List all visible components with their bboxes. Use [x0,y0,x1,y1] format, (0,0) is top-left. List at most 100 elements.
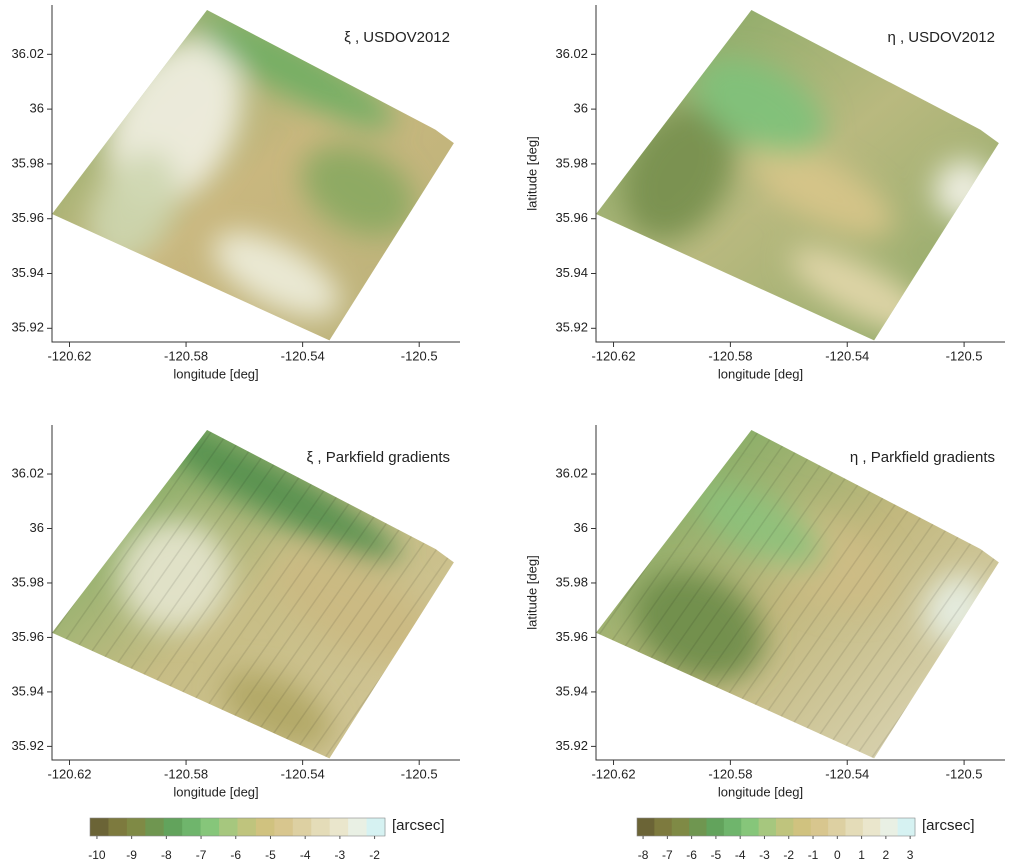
panel-title: η , Parkfield gradients [850,449,995,466]
y-tick-label: 35.96 [11,629,44,644]
colorbar-segment [256,818,275,836]
colorbar-tick-label: -4 [300,848,311,862]
x-tick-label: -120.5 [946,766,983,781]
y-tick-label: 35.92 [11,738,44,753]
map-texture [52,425,460,760]
y-tick-label: 35.92 [555,320,588,335]
colorbar-segment [348,818,367,836]
x-tick-label: -120.58 [708,766,752,781]
colorbar-tick-label: -3 [335,848,346,862]
colorbar-segment [293,818,312,836]
x-tick-label: -120.58 [164,348,208,363]
y-tick-label: 36 [574,520,588,535]
y-tick-label: 35.96 [555,210,588,225]
colorbar-segment [164,818,183,836]
colorbar-segment [793,818,811,836]
x-tick-label: -120.5 [401,766,438,781]
x-tick-label: -120.54 [281,348,325,363]
colorbar-tick-label: 0 [834,848,841,862]
colorbar-segment [637,818,655,836]
x-tick-label: -120.5 [401,348,438,363]
colorbar-tick-label: 2 [883,848,890,862]
x-tick-label: -120.5 [946,348,983,363]
colorbar-segment [689,818,707,836]
y-tick-label: 36.02 [555,465,588,480]
map [596,425,1005,760]
y-tick-label: 36 [574,101,588,116]
colorbar-tick-label: -6 [230,848,241,862]
colorbar-segment [759,818,777,836]
panel-title: ξ , USDOV2012 [344,29,450,46]
colorbar-segment [201,818,220,836]
colorbar-segment [219,818,238,836]
y-tick-label: 35.92 [555,738,588,753]
y-tick-label: 35.96 [555,629,588,644]
figure: -120.62 -120.58 -120.54 -120.5 35.92 35.94 35.… [0,0,1022,865]
colorbar-segment [274,818,293,836]
y-tick-label: 36.02 [11,465,44,480]
y-tick-label: 35.96 [11,210,44,225]
colorbar-label: [arcsec] [392,817,445,834]
colorbar-segment [145,818,164,836]
colorbar-tick-label: -5 [711,848,722,862]
y-axis-label: latitude [deg] [524,136,539,210]
colorbar-segment [724,818,742,836]
y-tick-label: 35.98 [11,155,44,170]
colorbar-tick-label: -5 [265,848,276,862]
y-tick-label: 36.02 [555,46,588,61]
colorbar-segment [311,818,330,836]
x-tick-label: -120.54 [825,348,869,363]
colorbar-label: [arcsec] [922,817,975,834]
colorbar-segment [367,818,386,836]
map [52,0,460,342]
y-tick-label: 36 [30,520,44,535]
y-tick-label: 35.94 [555,683,588,698]
y-tick-label: 35.98 [11,574,44,589]
x-tick-label: -120.54 [825,766,869,781]
x-tick-label: -120.62 [591,348,635,363]
colorbar-segment [776,818,794,836]
colorbar-segment [846,818,864,836]
colorbar-segment [127,818,146,836]
colorbar-segment [898,818,916,836]
colorbar-segment [330,818,349,836]
colorbar-tick-label: -8 [638,848,649,862]
colorbar-tick-label: -7 [196,848,207,862]
y-tick-label: 35.94 [11,265,44,280]
x-tick-label: -120.62 [591,766,635,781]
map-texture [596,425,1005,760]
y-tick-label: 36 [30,101,44,116]
panel-title: η , USDOV2012 [887,29,995,46]
y-tick-label: 35.98 [555,155,588,170]
colorbar-segment [238,818,257,836]
x-tick-label: -120.58 [708,348,752,363]
x-axis-label: longitude [deg] [718,366,803,381]
x-tick-label: -120.62 [47,348,91,363]
y-tick-label: 35.94 [11,683,44,698]
y-tick-label: 35.94 [555,265,588,280]
colorbar-tick-label: -3 [759,848,770,862]
colorbar-tick-label: -2 [783,848,794,862]
x-axis-label: longitude [deg] [173,366,258,381]
colorbar-tick-label: -9 [126,848,137,862]
y-tick-label: 36.02 [11,46,44,61]
colorbar-segment [741,818,759,836]
colorbar-segment [108,818,127,836]
colorbar-tick-label: -2 [369,848,380,862]
x-tick-label: -120.54 [281,766,325,781]
colorbar-tick-label: -10 [88,848,106,862]
x-tick-label: -120.62 [47,766,91,781]
colorbar-tick-label: -1 [808,848,819,862]
colorbar-tick-label: -6 [686,848,697,862]
colorbar-tick-label: -8 [161,848,172,862]
colorbar-segment [707,818,725,836]
colorbar-tick-label: -4 [735,848,746,862]
x-tick-label: -120.58 [164,766,208,781]
map [596,5,1005,351]
colorbar-tick-label: 1 [858,848,865,862]
colorbar-segment [811,818,829,836]
colorbar-tick-label: 3 [907,848,914,862]
colorbar-tick-label: -7 [662,848,673,862]
panel-title: ξ , Parkfield gradients [307,449,450,466]
colorbar-segment [182,818,201,836]
